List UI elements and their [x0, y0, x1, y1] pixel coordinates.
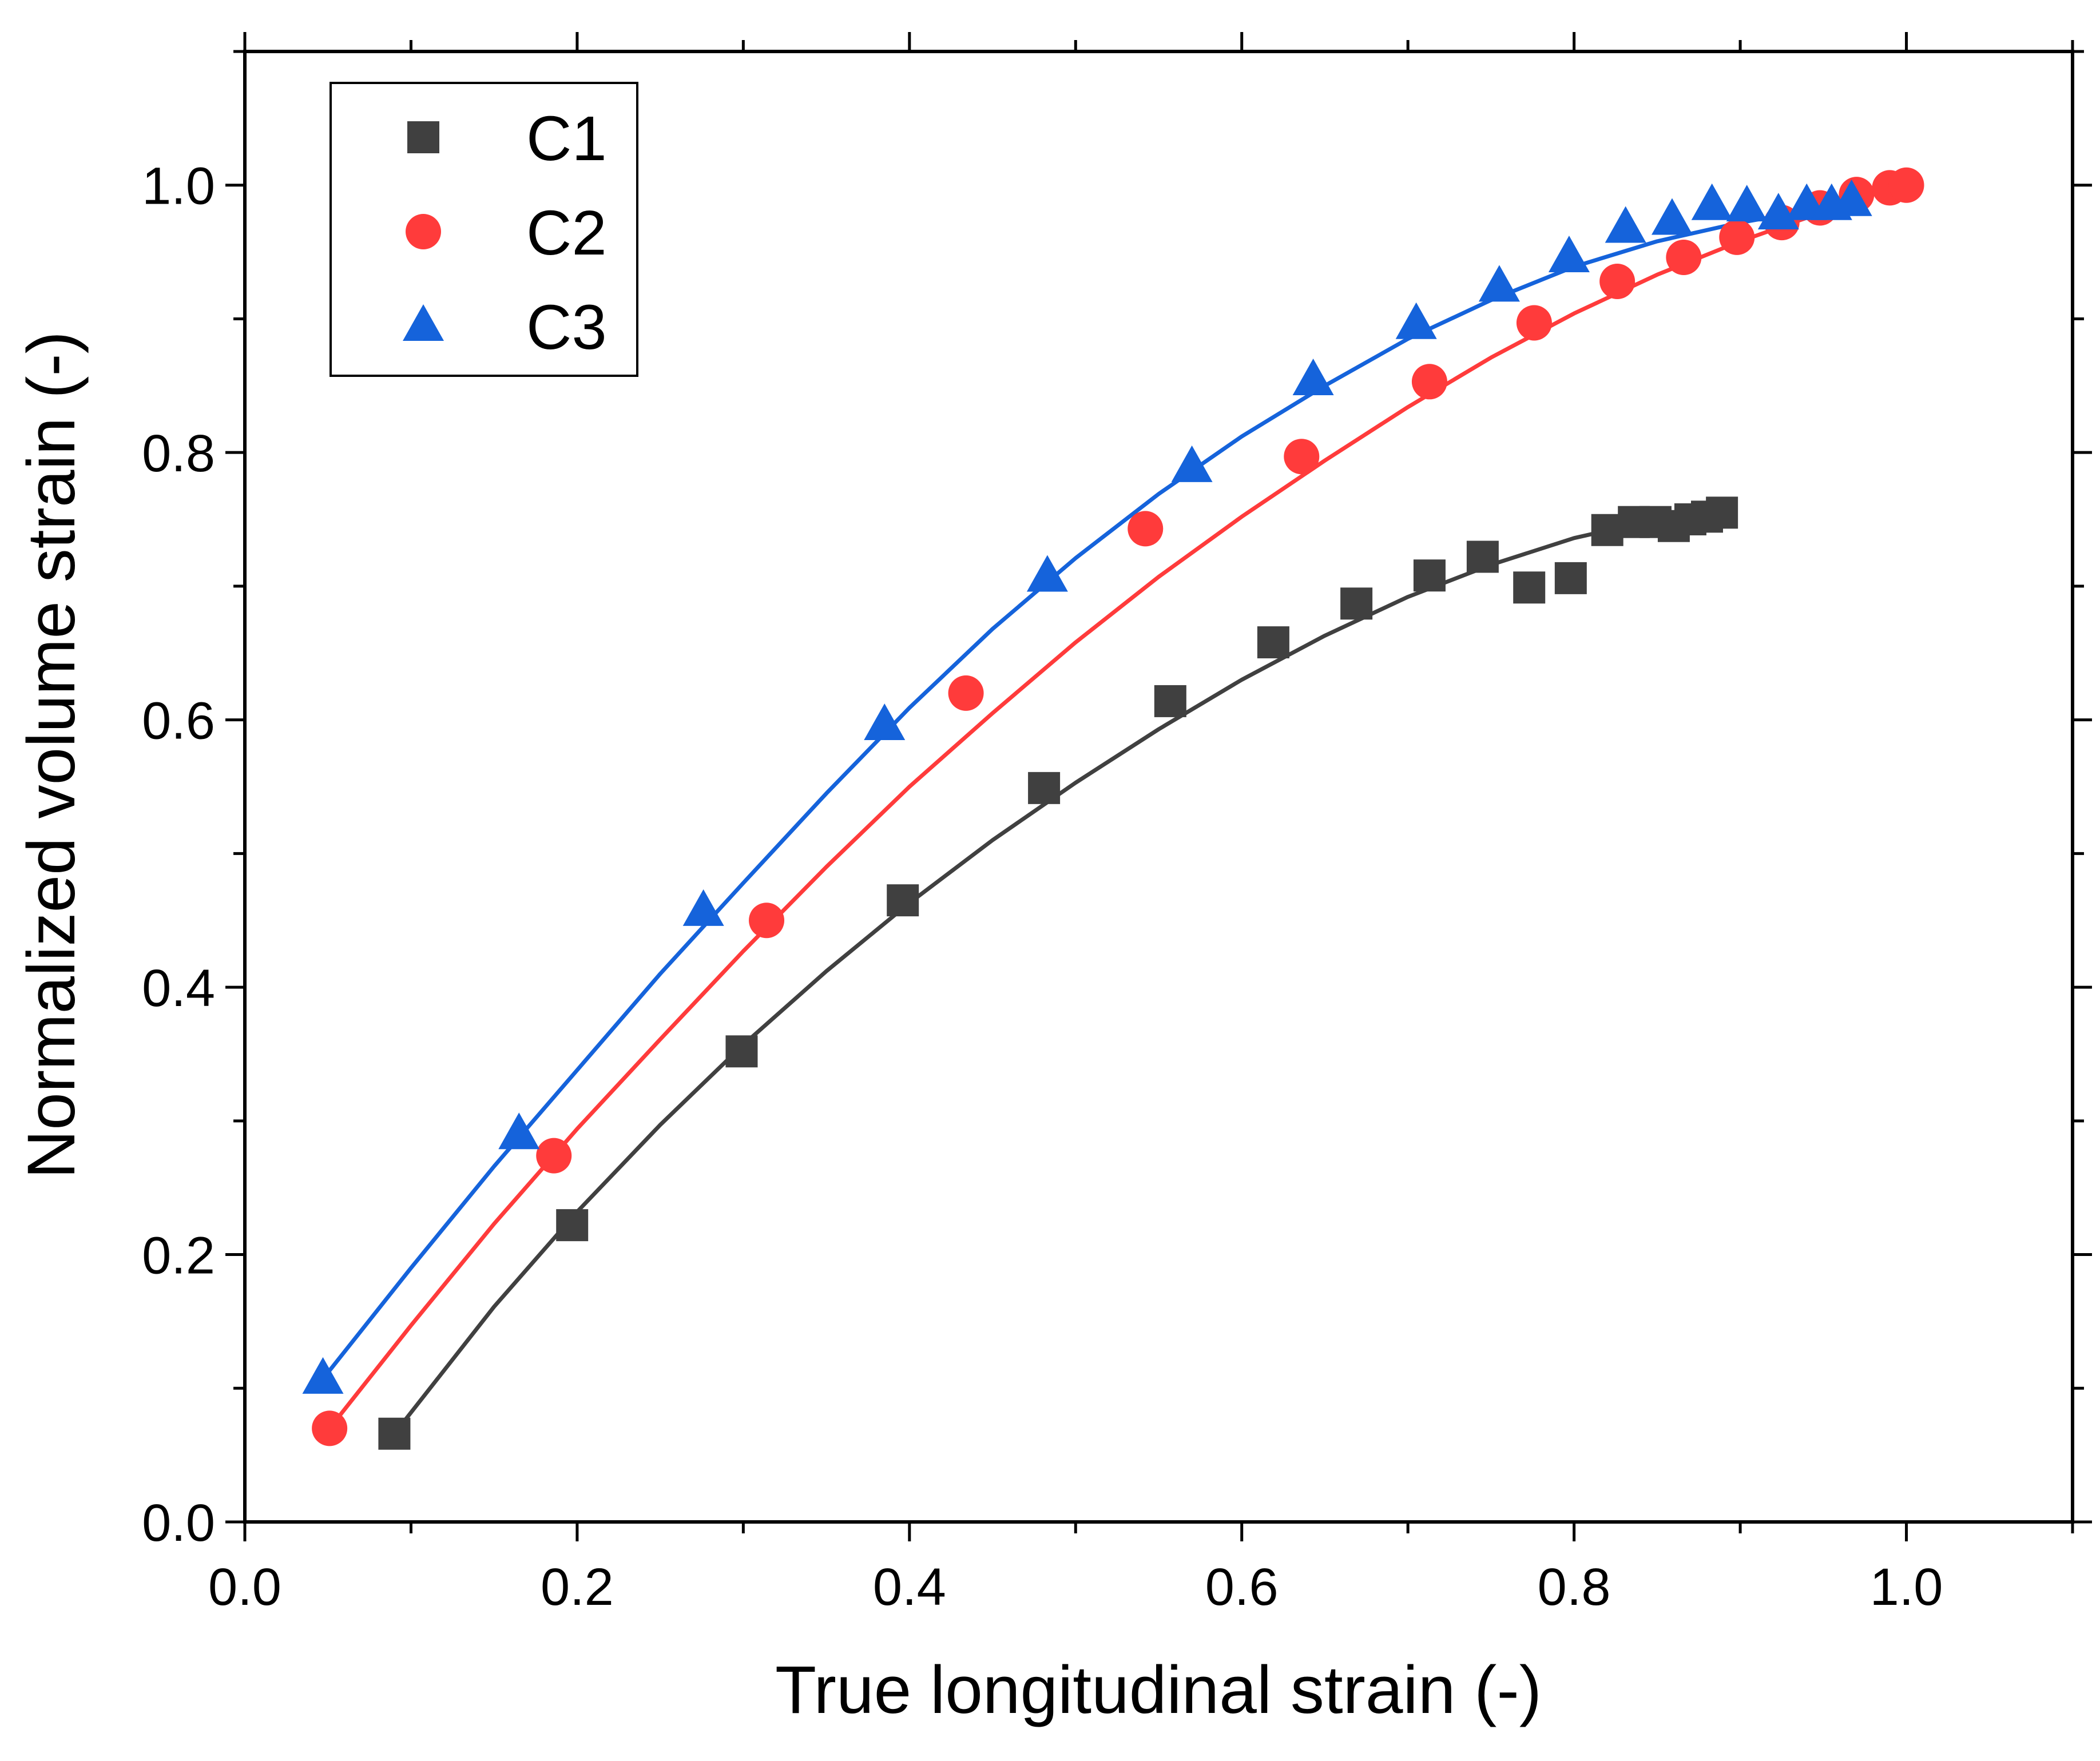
data-point-c1 [1513, 571, 1546, 604]
legend-marker-c1 [407, 121, 439, 153]
x-axis-title: True longitudinal strain (-) [775, 1652, 1542, 1728]
data-point-c2 [1719, 219, 1755, 255]
legend-label-c2: C2 [526, 198, 607, 268]
data-point-c1 [378, 1417, 411, 1450]
data-point-c3 [1292, 358, 1334, 395]
data-point-c3 [1757, 193, 1799, 230]
data-point-c2 [312, 1410, 348, 1446]
data-point-c3 [498, 1112, 540, 1150]
y-tick-label: 0.2 [142, 1227, 215, 1285]
data-point-c1 [1706, 496, 1738, 529]
y-tick-label: 0.6 [142, 692, 215, 750]
data-point-c3 [1652, 198, 1693, 235]
data-point-c3 [682, 889, 724, 926]
data-point-c3 [864, 703, 906, 740]
legend-marker-c2 [406, 214, 441, 249]
data-point-c1 [1028, 772, 1061, 804]
data-point-c3 [1026, 555, 1068, 592]
legend-marker-c3 [403, 304, 444, 341]
data-point-c1 [1154, 685, 1186, 717]
data-point-c3 [302, 1357, 344, 1394]
data-point-c1 [725, 1035, 758, 1068]
y-tick-label: 1.0 [142, 157, 215, 216]
x-tick-label: 0.6 [1205, 1558, 1279, 1616]
axis-ticks [225, 32, 2092, 1541]
data-point-c3 [1395, 302, 1437, 339]
data-point-c1 [556, 1209, 589, 1242]
fit-line-c2 [328, 186, 1891, 1430]
data-point-c2 [948, 675, 984, 711]
y-tick-label: 0.4 [142, 959, 215, 1017]
data-markers [302, 167, 1924, 1450]
data-point-c1 [1340, 587, 1373, 620]
legend-box [330, 82, 638, 377]
data-point-c3 [1171, 445, 1213, 482]
data-point-c2 [1516, 305, 1552, 341]
y-tick-label: 0.0 [142, 1494, 215, 1552]
data-point-c1 [887, 884, 919, 917]
y-tick-label: 0.8 [142, 424, 215, 483]
tick-labels: 0.0 0.2 0.4 0.6 0.8 1.0 0.0 0.2 0.4 0.6 0.8 1.0 [142, 157, 1943, 1616]
data-point-c2 [749, 903, 785, 939]
data-point-c3 [1726, 185, 1768, 222]
data-point-c2 [1666, 239, 1702, 275]
legend-items: C1 C2 C3 [403, 104, 607, 363]
data-point-c3 [1478, 265, 1520, 302]
data-point-c3 [1831, 179, 1872, 216]
plot-frame [243, 50, 2074, 1524]
legend: C1 C2 C3 [330, 82, 638, 377]
data-point-c1 [1257, 626, 1289, 659]
legend-label-c3: C3 [526, 292, 607, 363]
y-axis-title: Normalized volume strain (-) [14, 331, 89, 1179]
data-point-c1 [1466, 540, 1499, 573]
x-tick-label: 0.4 [873, 1558, 946, 1616]
fit-lines [321, 186, 1891, 1435]
data-point-c1 [1554, 562, 1587, 594]
data-point-c2 [1411, 364, 1447, 400]
data-point-c2 [1888, 167, 1924, 203]
data-point-c3 [1548, 235, 1590, 272]
data-point-c2 [1128, 511, 1164, 547]
data-point-c3 [1691, 183, 1733, 220]
fit-line-c3 [321, 201, 1852, 1381]
x-tick-label: 0.2 [541, 1558, 614, 1616]
x-tick-label: 1.0 [1870, 1558, 1943, 1616]
data-point-c1 [1413, 559, 1446, 592]
legend-label-c1: C1 [526, 104, 607, 174]
data-point-c3 [1605, 206, 1646, 243]
data-point-c2 [1599, 264, 1635, 300]
data-point-c2 [1284, 439, 1320, 475]
x-tick-label: 0.8 [1538, 1558, 1611, 1616]
data-point-c2 [536, 1138, 572, 1174]
fit-line-c1 [392, 509, 1722, 1435]
x-tick-label: 0.0 [208, 1558, 281, 1616]
